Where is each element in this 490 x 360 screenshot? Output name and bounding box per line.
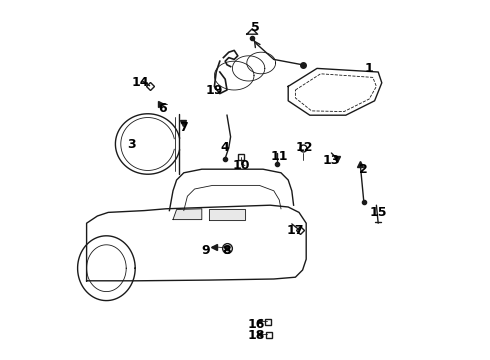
Text: 1: 1 <box>365 62 373 75</box>
Text: 2: 2 <box>360 163 368 176</box>
Text: 13: 13 <box>323 154 340 167</box>
Text: 8: 8 <box>222 244 231 257</box>
Text: 4: 4 <box>221 141 230 154</box>
Text: 9: 9 <box>201 244 210 257</box>
Text: 14: 14 <box>132 76 149 89</box>
Text: 10: 10 <box>233 159 250 172</box>
Text: 6: 6 <box>158 102 167 114</box>
Text: 5: 5 <box>251 21 260 33</box>
Text: 16: 16 <box>247 318 265 330</box>
Text: 12: 12 <box>295 141 313 154</box>
Text: 17: 17 <box>287 224 304 237</box>
Polygon shape <box>209 209 245 220</box>
Text: 11: 11 <box>270 150 288 163</box>
Text: 15: 15 <box>369 206 387 219</box>
Polygon shape <box>173 209 202 220</box>
Text: 19: 19 <box>206 84 223 96</box>
Text: 18: 18 <box>247 329 265 342</box>
Text: 7: 7 <box>179 121 188 134</box>
Text: 3: 3 <box>127 138 136 150</box>
